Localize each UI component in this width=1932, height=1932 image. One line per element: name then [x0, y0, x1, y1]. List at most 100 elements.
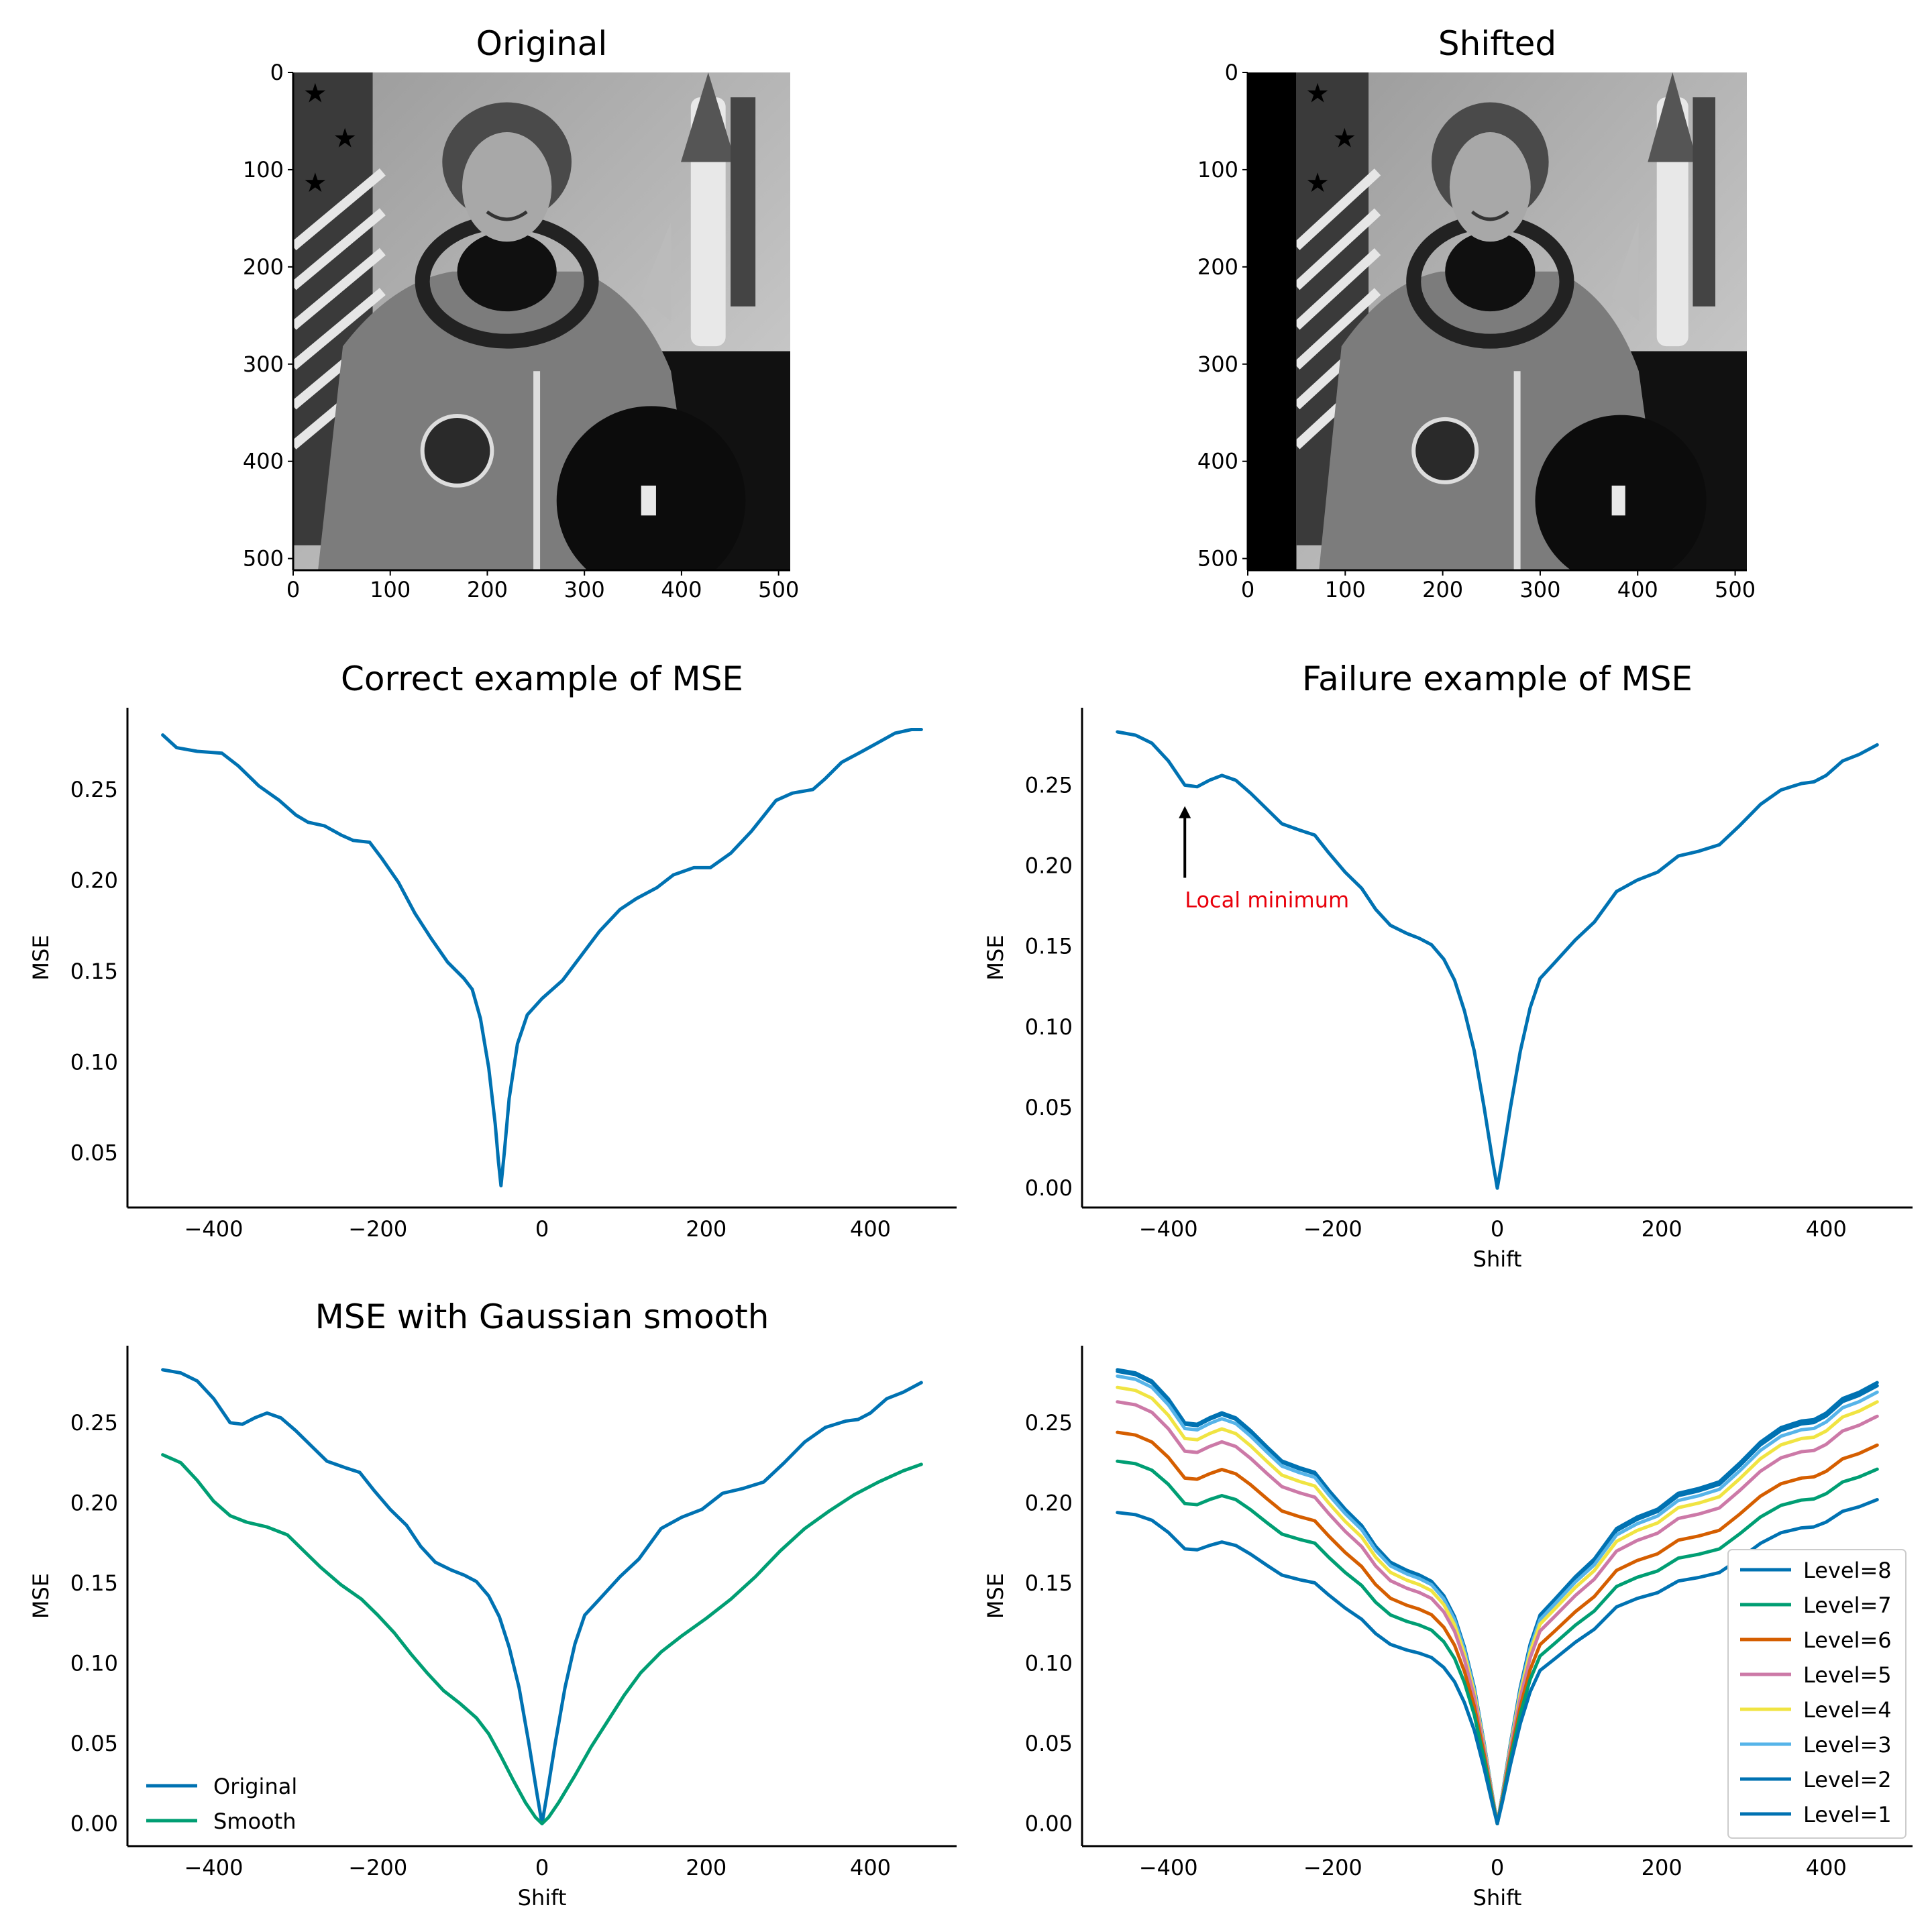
x-tick-label: 400 — [1806, 1855, 1847, 1880]
mission-patch — [420, 414, 494, 488]
x-tick-label: 400 — [661, 577, 702, 602]
x-tick-label: 300 — [1519, 577, 1560, 602]
photo-content: ★★★ — [1296, 72, 1747, 570]
x-tick-label: 300 — [564, 577, 605, 602]
x-tick-label: −200 — [1303, 1216, 1362, 1242]
flag-star: ★ — [333, 123, 357, 154]
collar — [1445, 231, 1536, 312]
x-tick-label: 200 — [467, 577, 508, 602]
shuttle-nose — [1648, 72, 1698, 162]
y-tick-label: 0.10 — [70, 1650, 118, 1676]
legend-box — [1727, 1549, 1907, 1839]
y-tick-label: 0.25 — [70, 1410, 118, 1436]
chart-title: Original — [476, 24, 608, 63]
flag-stripe — [293, 248, 386, 330]
chart-title: Correct example of MSE — [341, 659, 743, 698]
legend-label: Level=6 — [1803, 1627, 1892, 1653]
shuttle-wing — [1611, 221, 1639, 321]
x-tick-label: 0 — [535, 1216, 549, 1242]
y-tick-label: 0 — [1225, 60, 1238, 85]
annotation-arrow-head — [1179, 806, 1191, 818]
y-tick-label: 0.05 — [70, 1731, 118, 1756]
legend-label: Level=1 — [1803, 1802, 1892, 1827]
x-tick-label: 100 — [1325, 577, 1366, 602]
y-tick-label: 0.10 — [1025, 1014, 1073, 1040]
panel-original: ★★★0 100 200 300 400 5000100200300400500Origi… — [243, 24, 799, 602]
x-tick-label: 0 — [286, 577, 300, 602]
y-tick-label: 500 — [1197, 546, 1238, 572]
panel-pyramid-levels: −400 −200 0 200 400 0.00 0.05 0.10 0.15 0.20 0.25 S… — [983, 1346, 1913, 1911]
y-tick-label: 0.25 — [70, 777, 118, 802]
y-tick-label: 0.25 — [1025, 772, 1073, 798]
y-axis-label: MSE — [983, 1573, 1008, 1619]
y-axis-label: MSE — [28, 934, 54, 980]
legend-label: Original — [213, 1774, 297, 1799]
panel-correct-example-of-mse: −400 −200 0 200 400 0.05 0.10 0.15 0.20 0.25 Corre… — [28, 659, 957, 1242]
y-tick-label: 0.05 — [1025, 1095, 1073, 1120]
series-line-mse — [1116, 730, 1879, 1190]
y-tick-label: 0.20 — [70, 1490, 118, 1515]
mission-patch — [1411, 417, 1479, 484]
y-tick-label: 0.20 — [1025, 853, 1073, 879]
series-line-smooth — [161, 1453, 923, 1825]
x-tick-label: 0 — [1491, 1855, 1504, 1880]
flag-stripe — [1296, 208, 1381, 290]
legend-label: Level=3 — [1803, 1732, 1892, 1758]
x-tick-label: −400 — [1139, 1216, 1198, 1242]
series-line-mse — [161, 728, 923, 1187]
x-tick-label: −200 — [348, 1855, 407, 1880]
y-tick-label: 200 — [243, 254, 284, 280]
photo-content: ★★★ — [293, 72, 790, 570]
x-tick-label: 200 — [1422, 577, 1463, 602]
x-axis-label: Shift — [518, 1885, 567, 1911]
y-tick-label: 0.00 — [70, 1811, 118, 1837]
y-tick-label: 0.05 — [1025, 1731, 1073, 1756]
x-tick-label: −200 — [1303, 1855, 1362, 1880]
y-tick-label: 0.10 — [1025, 1650, 1073, 1676]
y-tick-label: 0.20 — [1025, 1490, 1073, 1515]
chart-title: Shifted — [1438, 24, 1556, 63]
flag-stripe — [293, 208, 386, 290]
flag-stripe — [293, 168, 386, 251]
x-tick-label: −400 — [184, 1855, 244, 1880]
shuttle-booster — [1693, 97, 1716, 307]
y-tick-label: 400 — [1197, 449, 1238, 474]
flag-stripe — [1296, 168, 1381, 250]
legend-label: Level=8 — [1803, 1558, 1892, 1583]
x-axis-label: Shift — [1473, 1885, 1522, 1911]
x-tick-label: 0 — [1491, 1216, 1504, 1242]
flag-stripe — [1296, 288, 1381, 370]
x-tick-label: 200 — [1642, 1216, 1682, 1242]
face — [462, 132, 552, 242]
y-tick-label: 300 — [243, 352, 284, 377]
series-line-original — [161, 1368, 923, 1825]
x-tick-label: −400 — [1139, 1855, 1198, 1880]
flag-star: ★ — [1332, 123, 1356, 154]
x-tick-label: −200 — [348, 1216, 407, 1242]
y-tick-label: 0.25 — [1025, 1410, 1073, 1436]
y-tick-label: 0.15 — [70, 959, 118, 984]
x-tick-label: 0 — [1241, 577, 1254, 602]
x-tick-label: 400 — [850, 1855, 891, 1880]
x-tick-label: 500 — [1715, 577, 1756, 602]
x-tick-label: −400 — [184, 1216, 244, 1242]
y-tick-label: 0.15 — [1025, 1570, 1073, 1596]
y-tick-label: 0.15 — [70, 1570, 118, 1596]
panel-mse-with-gaussian-smooth: −400 −200 0 200 400 0.00 0.05 0.10 0.15 0.20 0.25 M… — [28, 1297, 957, 1911]
y-tick-label: 200 — [1197, 254, 1238, 280]
collar — [457, 231, 557, 312]
face — [1449, 132, 1531, 242]
y-axis-label: MSE — [28, 1573, 54, 1619]
x-tick-label: 400 — [1617, 577, 1658, 602]
x-axis-label: Shift — [1473, 1246, 1522, 1272]
flag-star: ★ — [1305, 168, 1330, 199]
y-tick-label: 0.15 — [1025, 934, 1073, 959]
helmet-reflection — [1611, 485, 1625, 516]
legend-label: Level=4 — [1803, 1697, 1892, 1723]
flag-stripe — [1296, 248, 1381, 330]
series-line-level-7 — [1116, 1459, 1879, 1825]
y-tick-label: 500 — [243, 546, 284, 572]
panel-failure-example-of-mse: −400 −200 0 200 400 0.00 0.05 0.10 0.15 0.20 0.25 F… — [983, 659, 1913, 1272]
panel-shifted: ★★★0 100 200 300 400 5000100200300400500Shift… — [1197, 24, 1756, 602]
